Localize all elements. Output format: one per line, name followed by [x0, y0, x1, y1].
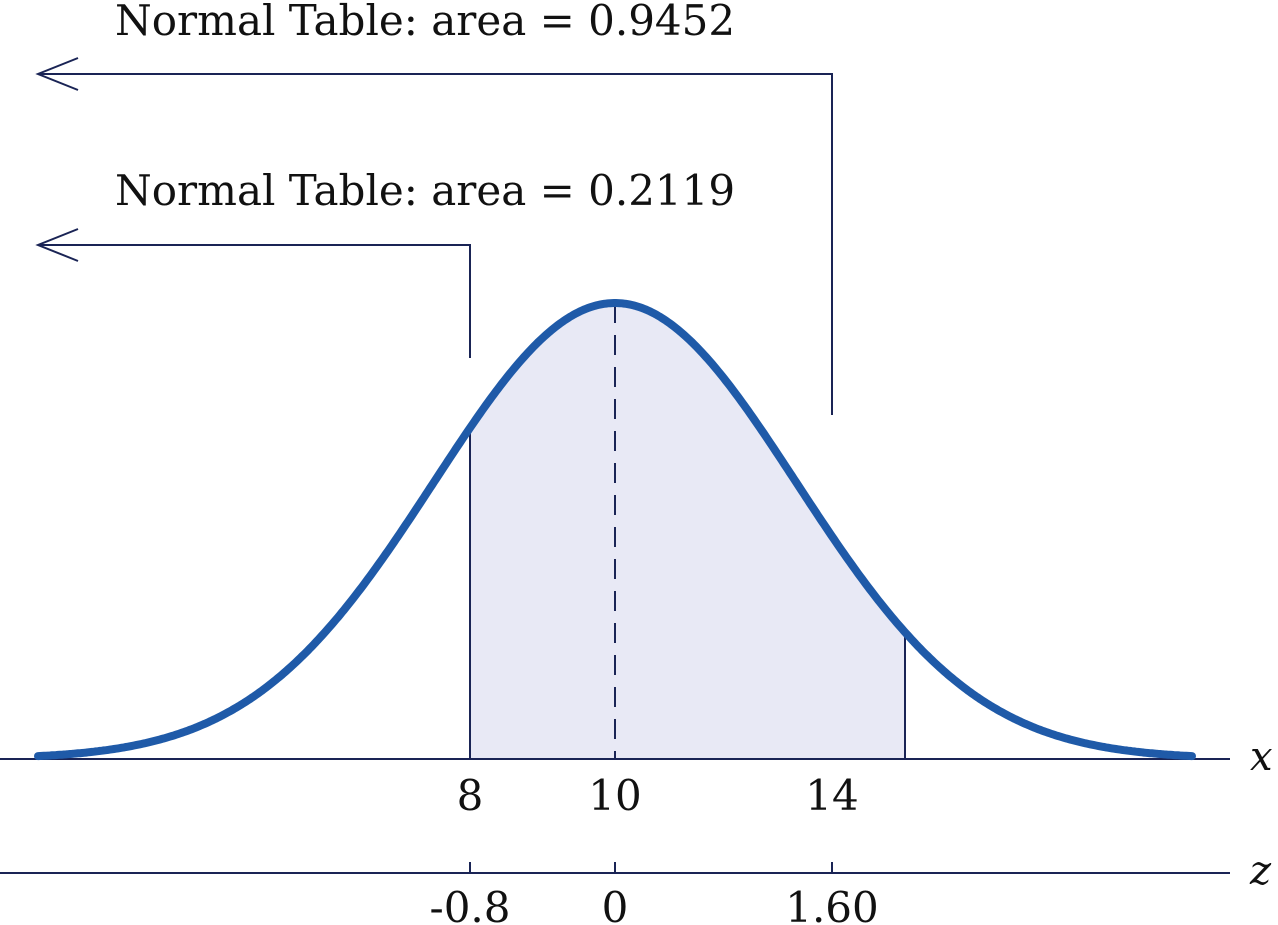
upper-area-label: Normal Table: area = 0.9452: [115, 0, 735, 45]
z-axis-variable: z: [1249, 848, 1272, 894]
z-tick-label: 0: [602, 883, 629, 925]
lower-area-label: Normal Table: area = 0.2119: [115, 166, 735, 215]
x-tick-label: 14: [805, 771, 858, 820]
upper-area-bracket: [38, 73, 833, 415]
x-axis-variable: x: [1250, 734, 1273, 780]
x-tick-label: 8: [457, 771, 484, 820]
z-tick-label: 1.60: [785, 883, 879, 925]
x-tick-label: 10: [588, 771, 641, 820]
upper-arrowhead-icon: [35, 57, 79, 91]
z-tick-label: -0.8: [430, 883, 511, 925]
lower-arrowhead-icon: [35, 228, 79, 262]
normal-curve: [34, 299, 1196, 761]
shaded-area-region: [470, 303, 905, 759]
lower-area-bracket: [38, 244, 471, 358]
